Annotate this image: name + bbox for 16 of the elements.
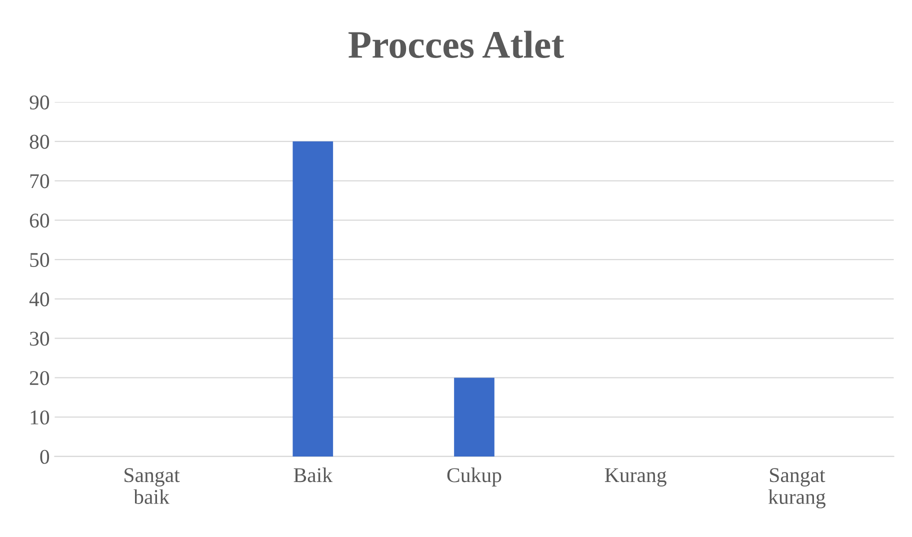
y-tick-label: 40	[29, 292, 50, 306]
y-tick-label: 20	[30, 371, 50, 386]
x-tick-label: Sangat baik	[124, 468, 180, 504]
chart-title: Procces Atlet	[348, 30, 564, 58]
x-tick-label: Baik	[294, 468, 333, 482]
x-tick-label: Cukup	[447, 468, 502, 486]
y-tick-label: 0	[40, 450, 50, 464]
x-tick-label: Sangat kurang	[768, 468, 826, 508]
y-tick-label: 80	[30, 134, 50, 149]
y-tick-label: 50	[30, 252, 50, 267]
y-tick-label: 90	[30, 95, 50, 110]
x-tick-label: Kurang	[604, 468, 666, 486]
y-tick-label: 10	[30, 410, 50, 425]
y-tick-label: 30	[30, 332, 50, 346]
y-tick-label: 60	[30, 214, 50, 228]
y-tick-label: 70	[30, 174, 50, 188]
